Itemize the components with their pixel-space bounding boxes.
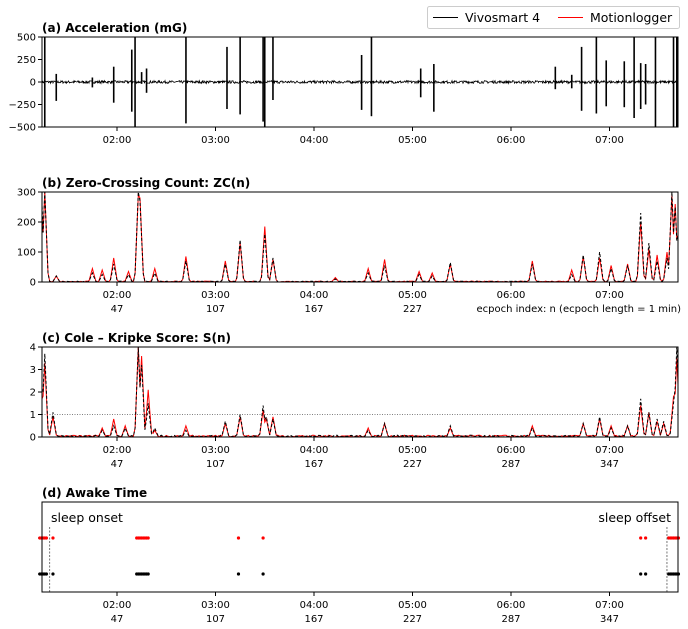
awake-point-motionlogger <box>639 536 643 540</box>
sleep-onset-label: sleep onset <box>51 510 123 525</box>
y-tick-label: 200 <box>17 218 36 229</box>
series-group <box>42 192 678 282</box>
x-tick-label-time: 02:00 <box>103 600 132 611</box>
y-tick-label: 0 <box>30 433 36 444</box>
x-tick-label-epoch: 167 <box>304 459 323 470</box>
x-tick-label-epoch: 287 <box>501 459 520 470</box>
acceleration-noise-line <box>42 79 678 85</box>
x-tick-label-epoch: 287 <box>501 614 520 625</box>
y-tick-label: 1 <box>30 410 36 421</box>
panel-c: (c) Cole – Kripke Score: S(n) 02:00 47 03:0… <box>30 331 679 470</box>
x-tick-label-epoch: 347 <box>600 459 619 470</box>
series-group <box>42 347 678 437</box>
awake-point-motionlogger <box>236 536 241 540</box>
x-tick-label-time: 06:00 <box>497 445 526 456</box>
x-tick-label-epoch: 347 <box>600 614 619 625</box>
awake-point-motionlogger <box>261 536 265 540</box>
awake-point-vivosmart <box>639 572 643 576</box>
awake-point-vivosmart <box>51 572 55 576</box>
legend-label: Vivosmart 4 <box>465 10 540 25</box>
axes-frame <box>41 346 679 438</box>
x-tick-label-time: 02:00 <box>103 290 132 301</box>
motionlogger-line <box>42 347 678 437</box>
y-tick-label: 0 <box>30 78 36 89</box>
vivosmart-line <box>42 192 678 282</box>
x-tick-label-epoch: 107 <box>206 614 225 625</box>
panel-title: (a) Acceleration (mG) <box>42 21 187 35</box>
axes-frame <box>41 501 679 593</box>
x-tick-label-time: 05:00 <box>398 135 427 146</box>
awake-point-vivosmart <box>236 572 241 576</box>
awake-point-vivosmart <box>261 572 265 576</box>
x-tick-label-time: 07:00 <box>595 290 624 301</box>
awake-point-motionlogger <box>644 536 648 540</box>
x-tick-label-epoch: 167 <box>304 614 323 625</box>
y-tick-label: 4 <box>30 343 36 354</box>
x-tick-label-epoch: 227 <box>403 614 422 625</box>
panel-title: (b) Zero-Crossing Count: ZC(n) <box>42 176 250 190</box>
x-tick-label-time: 04:00 <box>300 600 329 611</box>
epoch-axis-label: ecpoch index: n (ecpoch length = 1 min) <box>477 304 682 315</box>
y-tick-label: 500 <box>17 33 36 44</box>
sleep-offset-label: sleep offset <box>598 510 671 525</box>
x-tick-label-epoch: 107 <box>206 459 225 470</box>
x-tick-label-time: 03:00 <box>201 600 230 611</box>
panel-a: (a) Acceleration (mG) 02:00 03:00 04:00 05:0… <box>9 21 679 146</box>
x-tick-label-time: 06:00 <box>497 290 526 301</box>
x-tick-label-time: 06:00 <box>497 600 526 611</box>
x-tick-label-time: 03:00 <box>201 135 230 146</box>
x-tick-label-epoch: 227 <box>403 459 422 470</box>
x-tick-label-time: 05:00 <box>398 600 427 611</box>
y-tick-label: 250 <box>17 55 36 66</box>
y-tick-label: 300 <box>17 188 36 199</box>
x-tick-label-epoch: 47 <box>111 614 124 625</box>
awake-point-motionlogger <box>146 536 150 540</box>
awake-point-vivosmart <box>146 572 150 576</box>
legend-box <box>427 6 680 29</box>
vivosmart-line <box>42 347 678 437</box>
panel-title: (c) Cole – Kripke Score: S(n) <box>42 331 231 345</box>
panel-d: (d) Awake Time 02:00 47 03:00 107 04:00 167 05:… <box>38 486 681 625</box>
x-tick-label-time: 04:00 <box>300 445 329 456</box>
panel-title: (d) Awake Time <box>42 486 147 500</box>
awake-point-motionlogger <box>51 536 55 540</box>
axes-frame <box>41 191 679 283</box>
x-tick-label-time: 07:00 <box>595 135 624 146</box>
y-tick-label: −250 <box>9 100 36 111</box>
awake-point-vivosmart <box>44 572 49 576</box>
x-tick-label-time: 04:00 <box>300 135 329 146</box>
x-tick-label-time: 03:00 <box>201 445 230 456</box>
y-tick-label: −500 <box>9 123 36 134</box>
x-tick-label-time: 04:00 <box>300 290 329 301</box>
x-tick-label-epoch: 227 <box>403 304 422 315</box>
y-tick-label: 2 <box>30 388 36 399</box>
awake-point-vivosmart <box>644 572 648 576</box>
x-tick-label-epoch: 167 <box>304 304 323 315</box>
x-tick-label-time: 02:00 <box>103 445 132 456</box>
x-tick-label-time: 05:00 <box>398 445 427 456</box>
awake-point-motionlogger <box>44 536 49 540</box>
x-tick-label-epoch: 47 <box>111 304 124 315</box>
x-tick-label-time: 02:00 <box>103 135 132 146</box>
x-tick-label-time: 03:00 <box>201 290 230 301</box>
x-tick-label-epoch: 107 <box>206 304 225 315</box>
y-tick-label: 3 <box>30 365 36 376</box>
x-tick-label-time: 07:00 <box>595 445 624 456</box>
legend: Vivosmart 4 Motionlogger <box>427 6 680 29</box>
y-tick-label: 100 <box>17 248 36 259</box>
x-tick-label-epoch: 47 <box>111 459 124 470</box>
x-tick-label-time: 06:00 <box>497 135 526 146</box>
acceleration-series-vivosmart <box>42 37 678 127</box>
x-tick-label-time: 05:00 <box>398 290 427 301</box>
y-tick-label: 0 <box>30 278 36 289</box>
legend-label: Motionlogger <box>590 10 673 25</box>
x-tick-label-time: 07:00 <box>595 600 624 611</box>
panel-b: (b) Zero-Crossing Count: ZC(n) 02:00 47 03:… <box>17 176 681 315</box>
axes-frame <box>41 36 679 128</box>
